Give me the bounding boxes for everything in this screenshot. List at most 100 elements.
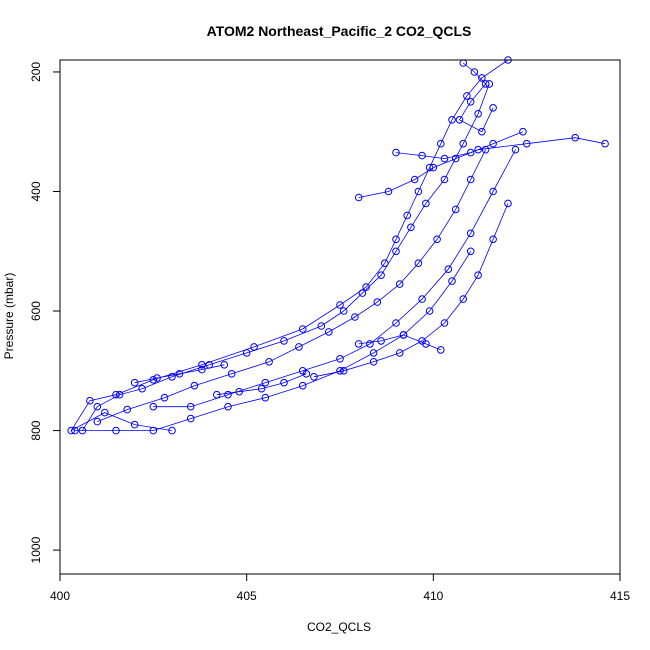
data-point (242, 349, 251, 357)
data-point (186, 414, 195, 423)
data-point (115, 390, 124, 399)
data-point (93, 417, 102, 426)
data-point (220, 361, 229, 369)
data-point (67, 426, 75, 435)
series-line (358, 334, 441, 351)
data-point (403, 211, 412, 220)
data-point (478, 127, 486, 136)
data-point (422, 340, 430, 348)
y-tick-label: 600 (29, 301, 43, 321)
data-point (466, 247, 475, 256)
data-point (455, 116, 464, 124)
data-point (190, 381, 199, 390)
data-point (392, 319, 400, 327)
x-tick-label: 405 (237, 589, 257, 603)
series-line (74, 251, 472, 432)
series-11 (130, 361, 229, 387)
data-point (112, 426, 120, 435)
data-point (351, 313, 359, 321)
series-7 (392, 127, 527, 163)
data-point (418, 151, 426, 160)
data-point (295, 343, 303, 351)
data-point (444, 265, 453, 274)
data-point (175, 370, 184, 378)
series-6 (354, 133, 609, 202)
data-point (395, 349, 404, 357)
data-point (466, 229, 475, 238)
data-point (474, 145, 482, 154)
data-point (425, 307, 434, 315)
data-point (265, 358, 273, 366)
data-point (474, 110, 482, 118)
data-point (298, 381, 307, 390)
data-point (71, 426, 79, 435)
series-line (70, 59, 509, 432)
data-point (261, 393, 270, 402)
data-point (519, 127, 527, 136)
data-point (451, 154, 460, 163)
data-point (440, 154, 449, 163)
data-point (354, 193, 363, 202)
data-point (339, 367, 348, 375)
series-2 (93, 145, 490, 426)
data-point (213, 390, 221, 399)
x-tick-label: 410 (423, 589, 443, 603)
data-point (373, 298, 382, 306)
data-point (459, 139, 468, 148)
data-point (466, 148, 475, 157)
data-point (422, 199, 430, 208)
y-tick-label: 1000 (29, 536, 43, 563)
data-point (451, 205, 460, 214)
data-point (463, 92, 471, 100)
plot-frame (59, 59, 621, 575)
series-line (458, 62, 494, 133)
data-point (433, 235, 441, 244)
data-point (369, 349, 378, 357)
data-point (339, 307, 348, 315)
series-line (153, 149, 516, 408)
series-1 (78, 80, 494, 435)
data-point (437, 346, 445, 354)
series-line (134, 364, 225, 384)
series-10 (213, 370, 311, 399)
data-point (474, 271, 482, 280)
data-point (261, 378, 270, 387)
series-line (216, 373, 307, 396)
data-point (395, 280, 404, 288)
y-tick-label: 400 (29, 181, 43, 201)
data-point (489, 104, 497, 112)
data-point (317, 322, 326, 330)
series-line (313, 203, 509, 378)
data-point (489, 187, 497, 196)
data-point (466, 98, 475, 106)
data-point (440, 175, 449, 184)
data-point (86, 396, 94, 405)
data-point (358, 289, 367, 297)
data-point (186, 402, 195, 411)
data-point (153, 374, 161, 382)
data-point (354, 340, 363, 348)
data-point (381, 259, 389, 268)
data-point (198, 365, 206, 374)
series-3 (149, 145, 520, 411)
data-point (149, 426, 158, 435)
data-point (325, 328, 333, 336)
data-point (123, 405, 131, 414)
x-axis-label: CO2_QCLS (307, 620, 371, 634)
plot-area (67, 56, 609, 435)
data-point (149, 402, 158, 411)
data-point (504, 199, 512, 208)
data-point (418, 295, 426, 303)
data-point (448, 116, 456, 124)
data-point (160, 393, 169, 402)
data-point (414, 187, 423, 196)
series-line (82, 83, 490, 431)
data-point (466, 175, 475, 184)
x-tick-label: 400 (50, 589, 70, 603)
series-line (358, 137, 606, 198)
series-line (97, 149, 486, 422)
data-point (377, 271, 385, 280)
data-point (384, 187, 393, 196)
data-point (377, 337, 385, 345)
